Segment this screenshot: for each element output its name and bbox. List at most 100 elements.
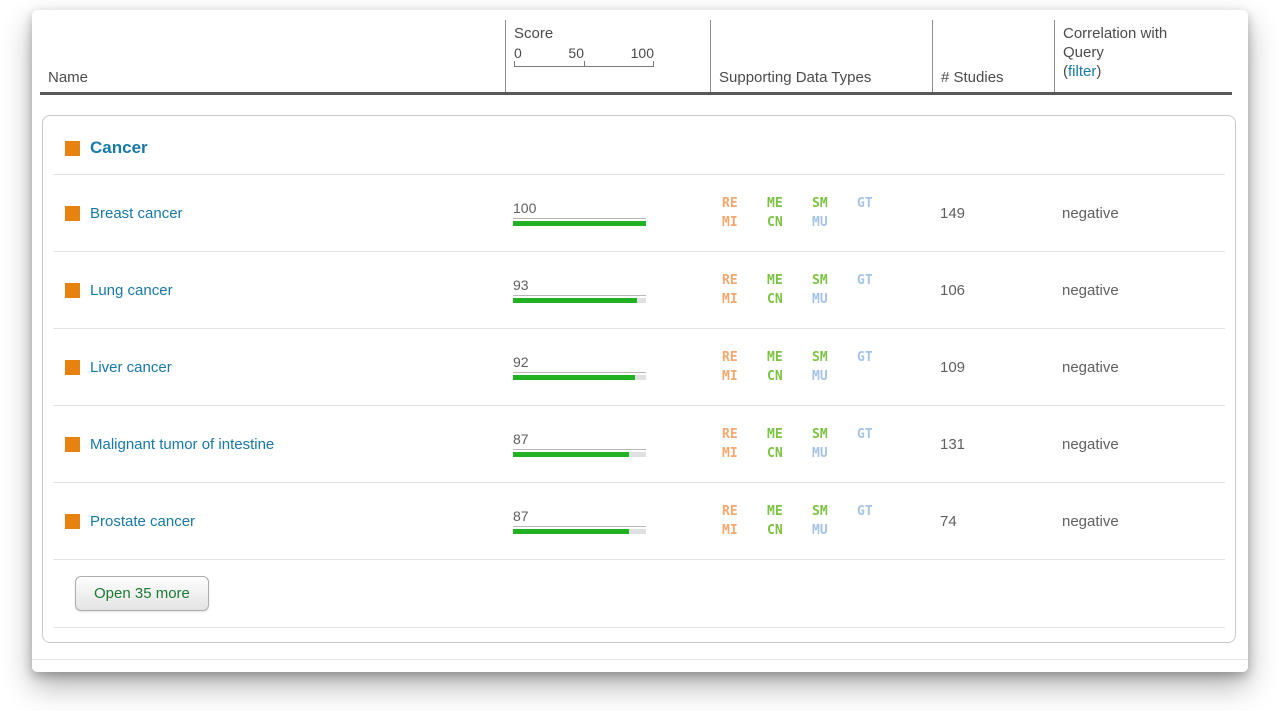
datatype-badge-mi: MI [722, 291, 738, 307]
datatype-badge-mi: MI [722, 445, 738, 461]
score-bar-track [513, 221, 646, 226]
datatype-badge-sm: SM [812, 195, 828, 211]
score-bar-fill [513, 221, 646, 226]
data-types-cell: RE ME SM GT MI CN MU [710, 426, 932, 463]
score-cell: 87 [505, 431, 710, 457]
row-link-malignant-tumor-of-intestine[interactable]: Malignant tumor of intestine [90, 435, 275, 453]
datatype-badge-re: RE [722, 195, 738, 211]
table-row: Prostate cancer 87 RE ME SM GT MI CN MU … [43, 483, 1235, 559]
category-square-icon [65, 513, 80, 529]
datatype-badge-sm: SM [812, 349, 828, 365]
correlation-value: negative [1062, 358, 1119, 376]
datatype-badge-me: ME [767, 195, 783, 211]
score-tick-50: 50 [568, 45, 584, 61]
datatype-badge-mu: MU [812, 522, 828, 538]
score-axis-ruler [514, 61, 654, 67]
correlation-value: negative [1062, 512, 1119, 530]
correlation-value: negative [1062, 281, 1119, 299]
datatype-badge-re: RE [722, 349, 738, 365]
score-value: 87 [513, 508, 529, 524]
score-value: 93 [513, 277, 529, 293]
datatype-badge-re: RE [722, 426, 738, 442]
datatype-badge-cn: CN [767, 445, 783, 461]
score-bar-track [513, 452, 646, 457]
row-divider [53, 482, 1225, 483]
group-link-cancer[interactable]: Cancer [90, 138, 148, 157]
score-column-label: Score [514, 25, 554, 42]
row-divider [53, 559, 1225, 560]
data-types-column-label: Supporting Data Types [719, 69, 872, 86]
score-scale-line [513, 295, 646, 296]
studies-count: 149 [940, 204, 966, 222]
row-link-prostate-cancer[interactable]: Prostate cancer [90, 512, 196, 530]
column-header-name: Name [40, 20, 505, 92]
studies-column-label: # Studies [941, 69, 1004, 86]
table-row: Liver cancer 92 RE ME SM GT MI CN MU 109 [43, 329, 1235, 405]
score-cell: 100 [505, 200, 710, 226]
correlation-filter-wrap: (filter) [1063, 63, 1102, 80]
column-header-studies: # Studies [932, 20, 1054, 92]
outer-bottom-divider [32, 659, 1248, 660]
data-types-cell: RE ME SM GT MI CN MU [710, 195, 932, 232]
score-value: 100 [513, 200, 537, 216]
datatype-badge-mi: MI [722, 368, 738, 384]
row-link-liver-cancer[interactable]: Liver cancer [90, 358, 172, 376]
score-value: 92 [513, 354, 529, 370]
datatype-badge-sm: SM [812, 503, 828, 519]
datatype-badge-mi: MI [722, 522, 738, 538]
cancer-group-panel: Cancer Breast cancer 100 RE ME SM GT [42, 115, 1236, 643]
datatype-badge-mu: MU [812, 445, 828, 461]
datatype-badge-cn: CN [767, 214, 783, 230]
score-axis-ticks: 0 50 100 [514, 45, 654, 61]
datatype-badge-re: RE [722, 503, 738, 519]
correlation-value: negative [1062, 204, 1119, 222]
row-divider [53, 251, 1225, 252]
score-bar-fill [513, 452, 629, 457]
score-bar-track [513, 529, 646, 534]
row-link-lung-cancer[interactable]: Lung cancer [90, 281, 173, 299]
datatype-badge-gt: GT [857, 349, 873, 365]
score-tick-0: 0 [514, 45, 522, 61]
category-square-icon [65, 140, 80, 156]
datatype-badge-gt: GT [857, 195, 873, 211]
category-square-icon [65, 205, 80, 221]
score-value: 87 [513, 431, 529, 447]
studies-count: 109 [940, 358, 966, 376]
filter-link[interactable]: filter [1068, 63, 1097, 80]
column-header-correlation: Correlation with Query (filter) [1054, 20, 1232, 92]
score-bar-fill [513, 298, 637, 303]
row-divider [53, 405, 1225, 406]
data-types-cell: RE ME SM GT MI CN MU [710, 503, 932, 540]
datatype-badge-gt: GT [857, 426, 873, 442]
table-row: Breast cancer 100 RE ME SM GT MI CN MU 1… [43, 175, 1235, 251]
studies-count: 106 [940, 281, 966, 299]
datatype-badge-sm: SM [812, 272, 828, 288]
data-types-cell: RE ME SM GT MI CN MU [710, 272, 932, 309]
score-scale-line [513, 218, 646, 219]
datatype-badge-mu: MU [812, 214, 828, 230]
column-header-data-types: Supporting Data Types [710, 20, 932, 92]
datatype-badge-gt: GT [857, 503, 873, 519]
column-header-score: Score 0 50 100 [505, 20, 710, 92]
datatype-badge-mu: MU [812, 291, 828, 307]
correlation-column-label-line2: Query [1063, 44, 1104, 61]
category-square-icon [65, 359, 80, 375]
datatype-badge-mi: MI [722, 214, 738, 230]
open-more-row: Open 35 more [53, 560, 1225, 628]
score-cell: 92 [505, 354, 710, 380]
score-scale-line [513, 526, 646, 527]
category-square-icon [65, 282, 80, 298]
correlation-value: negative [1062, 435, 1119, 453]
datatype-badge-re: RE [722, 272, 738, 288]
score-bar-fill [513, 375, 636, 380]
score-tick-100: 100 [630, 45, 654, 61]
group-header-cancer: Cancer [43, 116, 1235, 174]
score-bar-track [513, 375, 646, 380]
studies-count: 74 [940, 512, 957, 530]
datatype-badge-mu: MU [812, 368, 828, 384]
open-more-button[interactable]: Open 35 more [75, 576, 209, 611]
row-divider [53, 328, 1225, 329]
row-link-breast-cancer[interactable]: Breast cancer [90, 204, 183, 222]
row-divider [53, 174, 1225, 175]
data-types-cell: RE ME SM GT MI CN MU [710, 349, 932, 386]
